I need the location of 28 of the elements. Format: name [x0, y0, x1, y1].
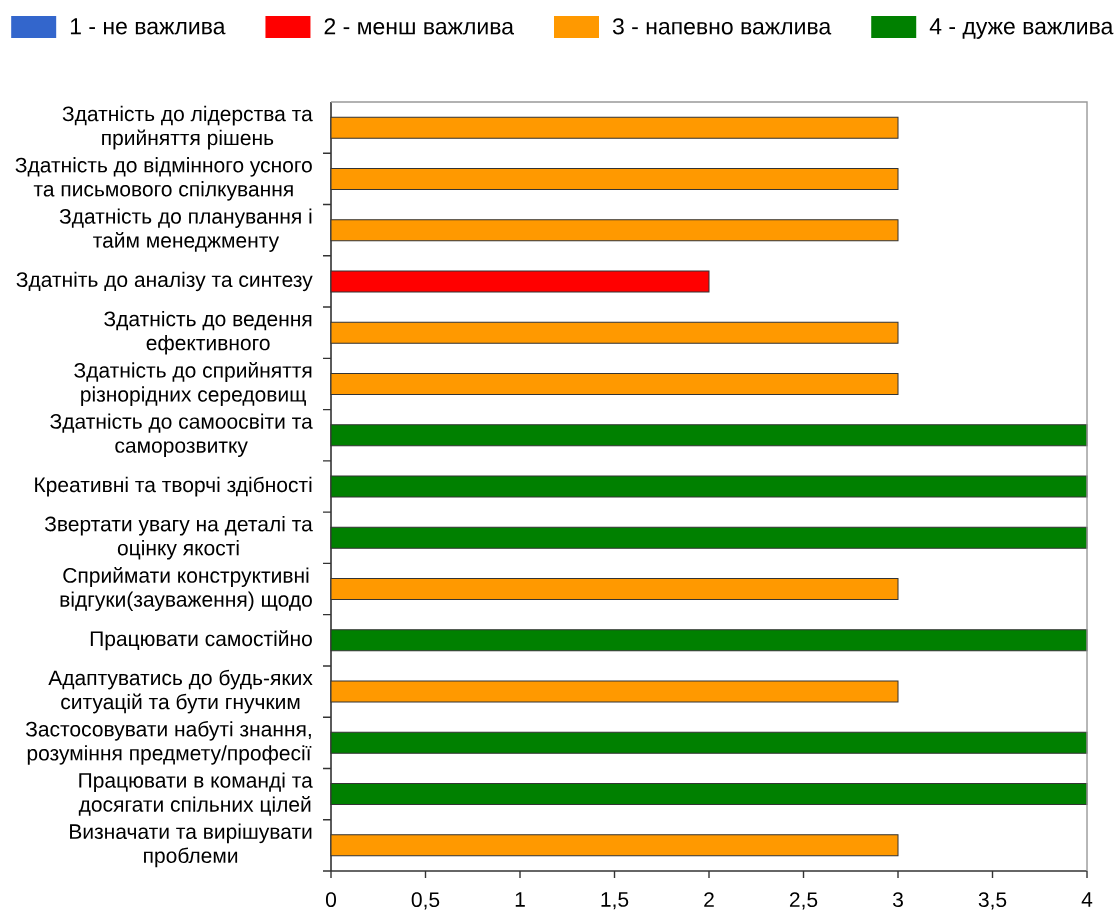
- y-tick-label: Здатність до відмінного усного та письмового спілкування: [15, 157, 312, 201]
- y-tick-label: Адаптуватись до будь-яких ситуацій та бути гнучким: [48, 669, 313, 714]
- x-tick-label: 1,5: [601, 892, 629, 910]
- y-tick-label: Здатніть до аналізу та синтезу: [16, 271, 313, 292]
- y-tick-label: Здатність до самоосвіти та саморозвитку: [50, 413, 313, 458]
- y-tick-label: Здатність до планування і тайм менеджменту: [59, 208, 312, 252]
- y-tick-label: Креативні та творчі здібності: [35, 476, 312, 497]
- x-tick-label: 0: [325, 892, 337, 908]
- y-tick-label: Здатність до сприйняття різнорідних середовищ: [74, 362, 312, 406]
- y-tick-label: Застосовувати набуті знання, розуміння предмету/професії: [25, 720, 312, 765]
- x-tick-label: 1: [515, 892, 525, 907]
- y-tick-label: Здатність до ведення ефективного: [104, 310, 312, 355]
- legend-label: 1 - не важлива: [70, 18, 226, 35]
- y-tick-label: Працювати самостійно: [90, 630, 312, 651]
- y-tick-label: Звертати увагу на деталі та оцінку якості: [44, 515, 313, 560]
- legend-label: 4 - дуже важлива: [929, 18, 1114, 39]
- x-tick-label: 3,5: [978, 892, 1007, 910]
- x-tick-label: 3: [892, 892, 903, 908]
- x-tick-label: 0,5: [411, 892, 440, 910]
- x-tick-label: 2: [704, 892, 714, 907]
- legend-label: 2 - менш важлива: [324, 18, 514, 35]
- y-tick-label: Працювати в команді та досягати спільних цілей: [78, 772, 313, 816]
- y-tick-label: Визначати та вирішувати проблеми: [70, 823, 312, 868]
- y-tick-label: Здатність до лідерства та прийняття рішень: [62, 105, 313, 150]
- y-tick-label: Сприймати конструктивні відгуки(зауваження) щодо: [60, 567, 312, 612]
- x-tick-label: 2,5: [789, 892, 818, 910]
- legend-label: 3 - напевно важлива: [612, 18, 832, 35]
- x-tick-label: 4: [1081, 892, 1093, 907]
